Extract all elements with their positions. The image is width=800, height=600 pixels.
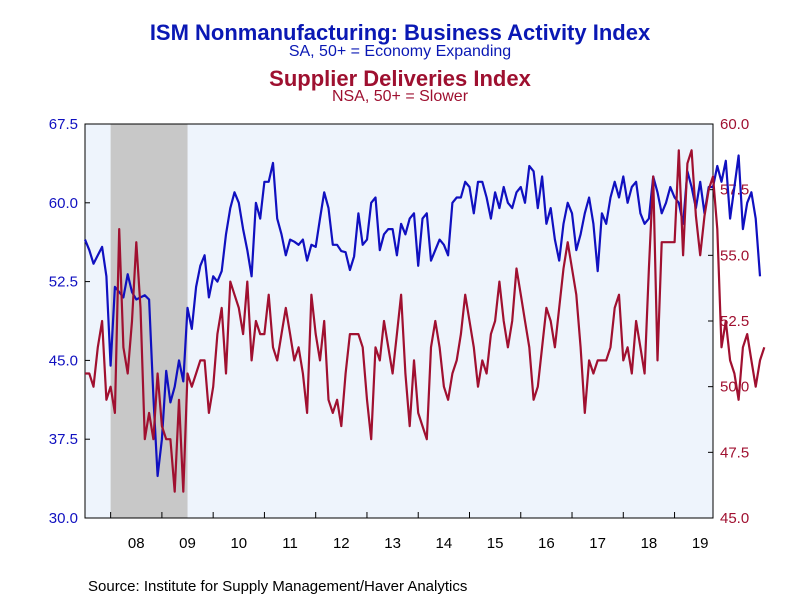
y-right-tick-label: 50.0 — [720, 379, 749, 396]
x-tick-label: 13 — [384, 535, 401, 552]
x-tick-label: 12 — [333, 535, 350, 552]
y-right-tick-label: 60.0 — [720, 116, 749, 133]
x-tick-label: 14 — [436, 535, 453, 552]
y-left-tick-label: 30.0 — [49, 510, 78, 527]
x-tick-label: 15 — [487, 535, 504, 552]
x-tick-label: 18 — [641, 535, 658, 552]
x-tick-label: 17 — [589, 535, 606, 552]
chart-title: ISM Nonmanufacturing: Business Activity … — [149, 20, 651, 45]
x-tick-label: 09 — [179, 535, 196, 552]
chart-title-2: Supplier Deliveries Index — [269, 66, 531, 91]
series-supplier-deliveries-line — [85, 149, 766, 493]
x-tick-label: 10 — [230, 535, 247, 552]
x-tick-label: 19 — [692, 535, 709, 552]
x-tick-label: 16 — [538, 535, 555, 552]
y-left-tick-label: 67.5 — [49, 116, 78, 133]
chart-subtitle-2: NSA, 50+ = Slower — [331, 88, 469, 105]
y-left-tick-label: 37.5 — [49, 431, 78, 448]
series-business-activity-line — [83, 154, 762, 478]
y-left-tick-label: 60.0 — [49, 195, 78, 212]
source-note: Source: Institute for Supply Management/… — [88, 578, 468, 595]
x-tick-label: 11 — [282, 535, 298, 552]
y-right-tick-label: 47.5 — [720, 444, 749, 461]
chart-subtitle: SA, 50+ = Economy Expanding — [288, 43, 512, 60]
x-tick-label: 08 — [128, 535, 145, 552]
y-right-tick-label: 55.0 — [720, 247, 749, 264]
y-right-tick-label: 45.0 — [720, 510, 749, 527]
y-left-tick-label: 52.5 — [49, 274, 78, 291]
y-left-tick-label: 45.0 — [49, 352, 78, 369]
